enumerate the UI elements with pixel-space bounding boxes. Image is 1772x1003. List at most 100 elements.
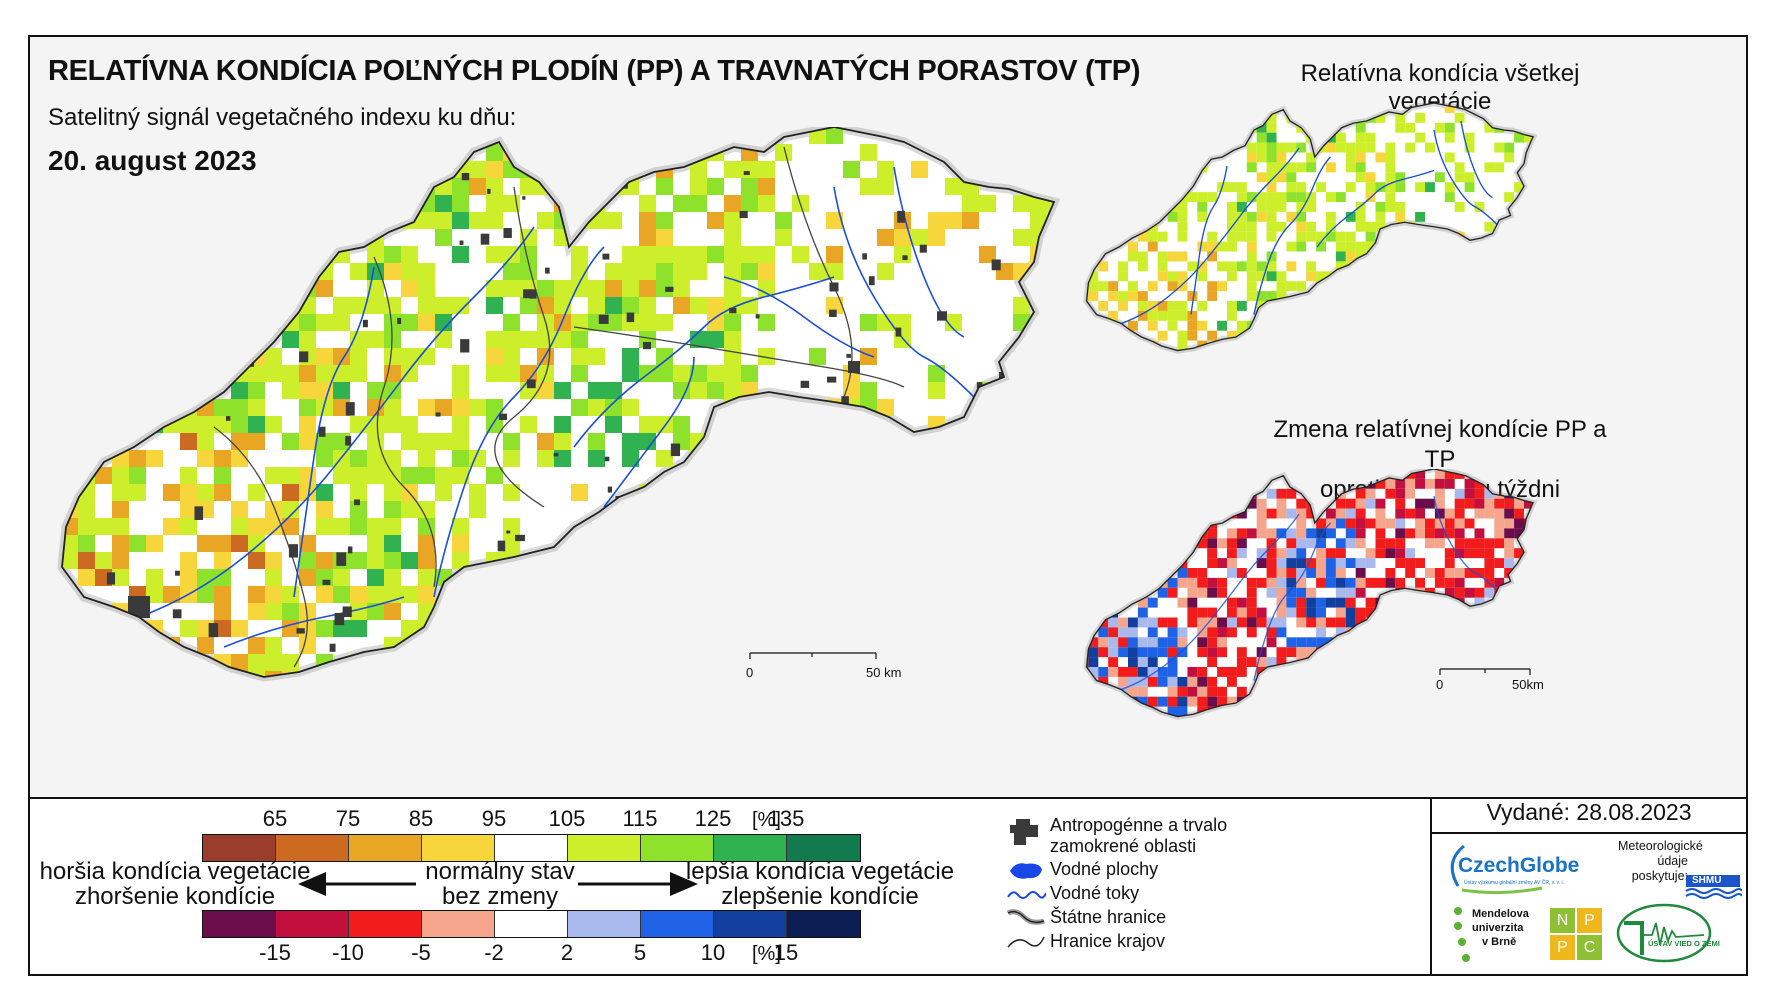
map-cell [248,637,265,654]
map-cell [1395,637,1406,648]
map-cell [1306,617,1317,628]
map-cell [1326,103,1336,113]
map-cell [1385,627,1396,638]
map-cell [1197,686,1208,697]
map-cell [537,280,554,297]
urban-area [604,456,610,462]
map-cell [1086,538,1089,549]
map-cell [1197,676,1208,687]
map-cell [1316,548,1326,559]
map-cell [1464,587,1475,598]
map-cell [1137,617,1148,628]
map-cell [1464,647,1475,658]
map-cell [1326,221,1336,232]
map-cell [1454,568,1465,578]
map-cell [1316,657,1326,667]
map-cell [1365,518,1376,529]
map-cell [1316,676,1326,687]
map-cell [860,348,877,365]
map-cell [299,433,316,450]
map-cell [1098,577,1109,588]
map-cell [639,297,656,314]
map-cell [180,569,197,586]
map-cell [928,365,945,382]
map-cell [639,246,656,263]
map-cell [1365,548,1376,559]
map-cell [1098,498,1109,509]
map-cell [724,212,741,229]
legend-swatch [203,911,276,937]
map-cell [384,314,401,331]
map-cell [163,178,180,195]
map-cell [1484,627,1495,638]
map-cell [656,212,673,229]
map-cell [418,654,435,671]
map-cell [741,195,758,212]
map-cell [1177,251,1188,262]
map-cell [571,365,588,382]
map-cell [588,399,605,416]
map-cell [112,484,129,501]
map-cell [707,314,724,331]
map-cell [1375,686,1386,697]
map-cell [1345,310,1356,321]
map-cell [384,161,401,178]
shmu-waves-icon [1685,875,1743,899]
map-cell [1266,221,1277,232]
map-cell [163,348,180,365]
region-border-icon [1007,936,1045,948]
map-cell [1365,271,1376,282]
map-cell [1345,647,1356,658]
map-cell [44,161,61,178]
map-cell [486,212,503,229]
map-cell [1286,607,1297,618]
map-cell [180,178,197,195]
map-cell [1375,518,1386,529]
water-courses-label: Vodné toky [1050,883,1140,903]
map-cell [1345,587,1356,598]
map-cell [1494,281,1505,292]
urban-area [739,210,748,219]
map-cell [1207,192,1218,202]
map-cell [1256,686,1267,697]
urban-area [690,580,698,586]
map-cell [673,246,690,263]
map-cell [1108,696,1119,707]
map-cell [1345,251,1356,262]
map-cell [350,518,367,535]
inset-change-title-line1: Zmena relatívnej kondície PP a TP [1273,416,1607,473]
map-cell [1147,597,1158,608]
map-cell [894,246,911,263]
map-cell [1128,241,1138,252]
map-cell [1088,498,1099,509]
map-cell [1246,251,1257,262]
map-cell [588,297,605,314]
map-cell [1464,320,1475,331]
meteo-line1: Meteorologické [1618,839,1703,853]
urban-area [670,543,674,548]
map-cell [146,382,163,399]
map-cell [78,297,95,314]
map-cell [1086,132,1089,143]
map-cell [554,144,571,161]
map-cell [1167,192,1178,202]
map-cell [129,637,146,654]
map-cell [928,433,945,450]
map-cell [1137,577,1148,588]
map-cell [1306,340,1317,351]
map-cell [707,297,724,314]
map-cell [265,671,282,677]
map-cell [1375,538,1386,549]
map-cell [1296,686,1307,697]
map-cell [588,161,605,178]
map-cell [1375,221,1386,232]
map-cell [1207,696,1218,707]
map-cell [469,484,486,501]
map-cell [1167,152,1178,163]
map-cell [1326,340,1336,351]
map-cell [1207,558,1218,568]
map-date: 20. august 2023 [48,145,257,176]
map-cell [1137,518,1148,529]
map-cell [860,569,877,586]
map-cell [537,382,554,399]
